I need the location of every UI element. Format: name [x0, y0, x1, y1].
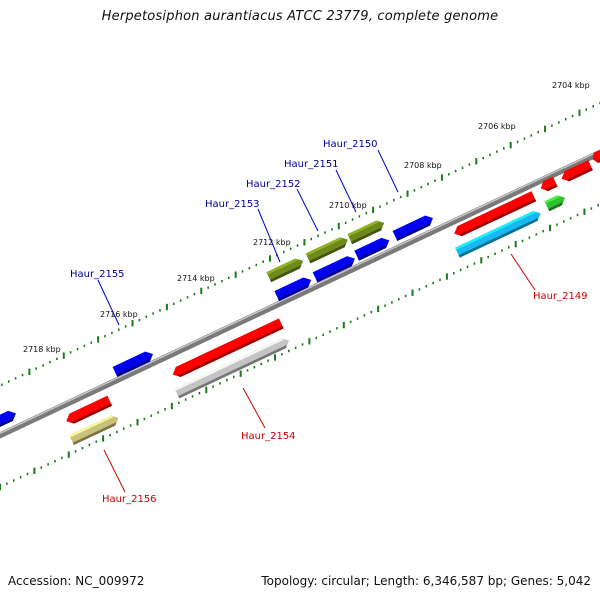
kbp-label-2710: 2710 kbp — [329, 201, 367, 210]
gene-haur-2149 — [454, 191, 537, 237]
leader-haur-2150 — [377, 149, 399, 193]
kbp-label-2708: 2708 kbp — [404, 161, 442, 170]
gene-features — [0, 149, 600, 446]
gene-haur-2154 — [172, 318, 284, 377]
gene-red-right-1 — [561, 160, 593, 182]
gene-label-haur-2156: Haur_2156 — [102, 494, 157, 505]
gene-haur-2151-olive — [347, 220, 385, 245]
gene-haur-2152-olive — [305, 237, 348, 264]
outer-tick-track — [1, 101, 600, 386]
gene-haur-2152 — [312, 256, 355, 283]
gene-label-haur-2153: Haur_2153 — [205, 199, 260, 210]
gene-label-haur-2149: Haur_2149 — [533, 291, 588, 302]
genome-backbone — [0, 149, 600, 439]
kbp-label-2716: 2716 kbp — [100, 310, 138, 319]
kbp-label-2704: 2704 kbp — [552, 81, 590, 90]
leader-haur-2156 — [103, 449, 126, 493]
leader-haur-2149 — [510, 253, 536, 291]
kbp-labels: 2704 kbp 2706 kbp 2708 kbp 2710 kbp 2712… — [23, 81, 590, 354]
gene-labels: Haur_2150 Haur_2151 Haur_2152 Haur_2153 … — [70, 139, 588, 505]
gene-label-haur-2155: Haur_2155 — [70, 269, 125, 280]
kbp-label-2706: 2706 kbp — [478, 122, 516, 131]
leader-haur-2153 — [257, 208, 281, 263]
kbp-label-2714: 2714 kbp — [177, 274, 215, 283]
accession-text: Accession: NC_009972 — [8, 574, 145, 588]
leader-haur-2155 — [97, 279, 120, 326]
gene-small-green — [544, 195, 566, 212]
gene-haur-2149-cyan — [455, 210, 541, 258]
gene-haur-2153 — [274, 277, 312, 302]
gene-left-edge — [0, 410, 16, 428]
inner-tick-track — [0, 204, 599, 491]
gene-label-haur-2152: Haur_2152 — [246, 179, 301, 190]
map-title: Herpetosiphon aurantiacus ATCC 23779, co… — [101, 9, 499, 24]
gene-haur-2156-khaki — [69, 415, 119, 446]
gene-haur-2155 — [112, 351, 153, 377]
kbp-label-2718: 2718 kbp — [23, 345, 61, 354]
leader-haur-2154 — [242, 387, 266, 429]
gene-haur-2151 — [354, 237, 390, 261]
leader-haur-2152 — [296, 188, 319, 232]
gene-label-haur-2154: Haur_2154 — [241, 431, 296, 442]
gene-haur-2156 — [66, 395, 113, 424]
gene-haur-2154-gray — [174, 338, 290, 399]
gene-label-haur-2150: Haur_2150 — [323, 139, 378, 150]
gene-haur-2153-olive — [266, 258, 304, 283]
leader-lines — [97, 149, 536, 493]
genome-summary-text: Topology: circular; Length: 6,346,587 bp… — [261, 574, 591, 588]
gene-small-red-1 — [540, 176, 558, 192]
gene-haur-2150 — [392, 215, 433, 241]
gene-label-haur-2151: Haur_2151 — [284, 159, 339, 170]
leader-haur-2151 — [335, 169, 357, 213]
